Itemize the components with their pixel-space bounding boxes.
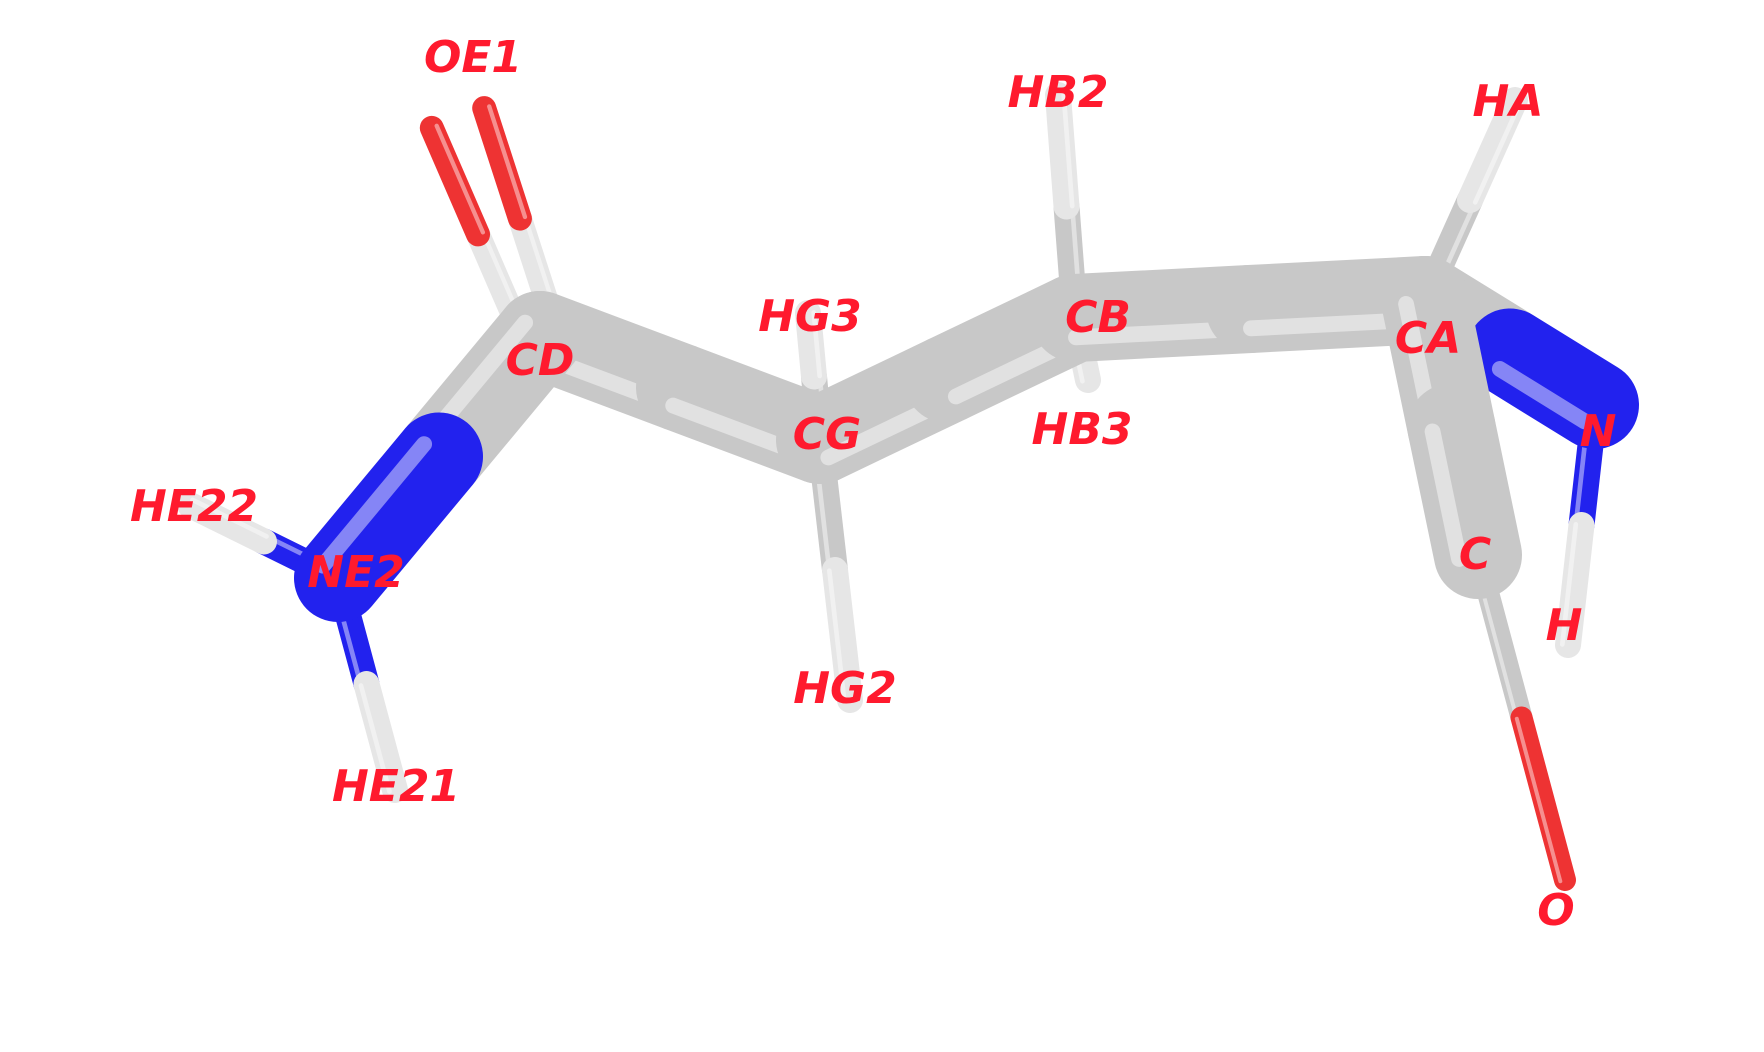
bond-cd-oe1-2-b <box>419 115 491 247</box>
atom-label-ca: CA <box>1395 313 1461 364</box>
atom-label-cd: CD <box>506 335 575 386</box>
bond-ca-c-b <box>1407 383 1522 599</box>
atom-label-h: H <box>1546 600 1583 651</box>
atom-label-hg3: HG3 <box>758 291 862 342</box>
bond-n-h-b-highlight <box>1559 522 1579 647</box>
bond-cg-hg3-b <box>795 300 827 390</box>
bond-cg-hg3-b-highlight <box>811 310 823 379</box>
bond-cb-hb2-b <box>1045 82 1080 220</box>
bond-ca-ha-b-highlight <box>1472 100 1523 205</box>
bond-ca-n-b <box>1466 308 1639 449</box>
bond-cg-hg2-b <box>822 557 863 713</box>
bond-ne2-he22-b <box>177 492 277 555</box>
atom-label-he22: HE22 <box>130 481 258 532</box>
atom-label-c: C <box>1459 529 1491 580</box>
labels-layer: OE1 HB2 HA HG3 CB CA CD N CG HB3 HE22 C NE2 H HG2 HE21 O <box>130 32 1616 936</box>
atom-label-o: O <box>1537 885 1574 936</box>
bond-ca-c-b-highlight <box>1424 423 1467 567</box>
bond-ca-ha-b <box>1457 87 1528 213</box>
bond-c-o-b <box>1510 706 1576 891</box>
bond-cd-ne2-b <box>294 412 483 622</box>
bond-c-o-b-highlight <box>1514 716 1563 884</box>
bond-ne2-he22-b-highlight <box>190 497 269 539</box>
atom-label-oe1: OE1 <box>424 32 522 83</box>
bond-ca-n-b-highlight <box>1491 361 1593 430</box>
bond-cg-hg2-b-highlight <box>826 568 847 703</box>
atom-label-n: N <box>1580 406 1617 457</box>
atom-label-hb2: HB2 <box>1008 67 1109 118</box>
bond-ne2-he21-b-highlight <box>358 683 392 794</box>
bond-cd-ne2-b-highlight <box>315 436 433 574</box>
atom-label-ne2: NE2 <box>307 547 405 598</box>
atom-label-ha: HA <box>1473 76 1544 127</box>
atom-label-hb3: HB3 <box>1032 404 1133 455</box>
bond-cd-oe1-1-b <box>472 96 532 231</box>
bond-cd-oe1-2-b-highlight <box>434 123 486 235</box>
bond-cb-hb2-b-highlight <box>1061 92 1075 209</box>
bond-n-h-b <box>1555 512 1595 658</box>
atom-label-hg2: HG2 <box>793 663 897 714</box>
atom-label-cb: CB <box>1065 292 1131 343</box>
bonds-layer <box>177 82 1639 891</box>
bond-ne2-he21-b <box>353 671 408 803</box>
atom-label-cg: CG <box>793 409 861 460</box>
atom-label-he21: HE21 <box>332 761 460 812</box>
bond-cd-oe1-1-b-highlight <box>487 104 528 220</box>
